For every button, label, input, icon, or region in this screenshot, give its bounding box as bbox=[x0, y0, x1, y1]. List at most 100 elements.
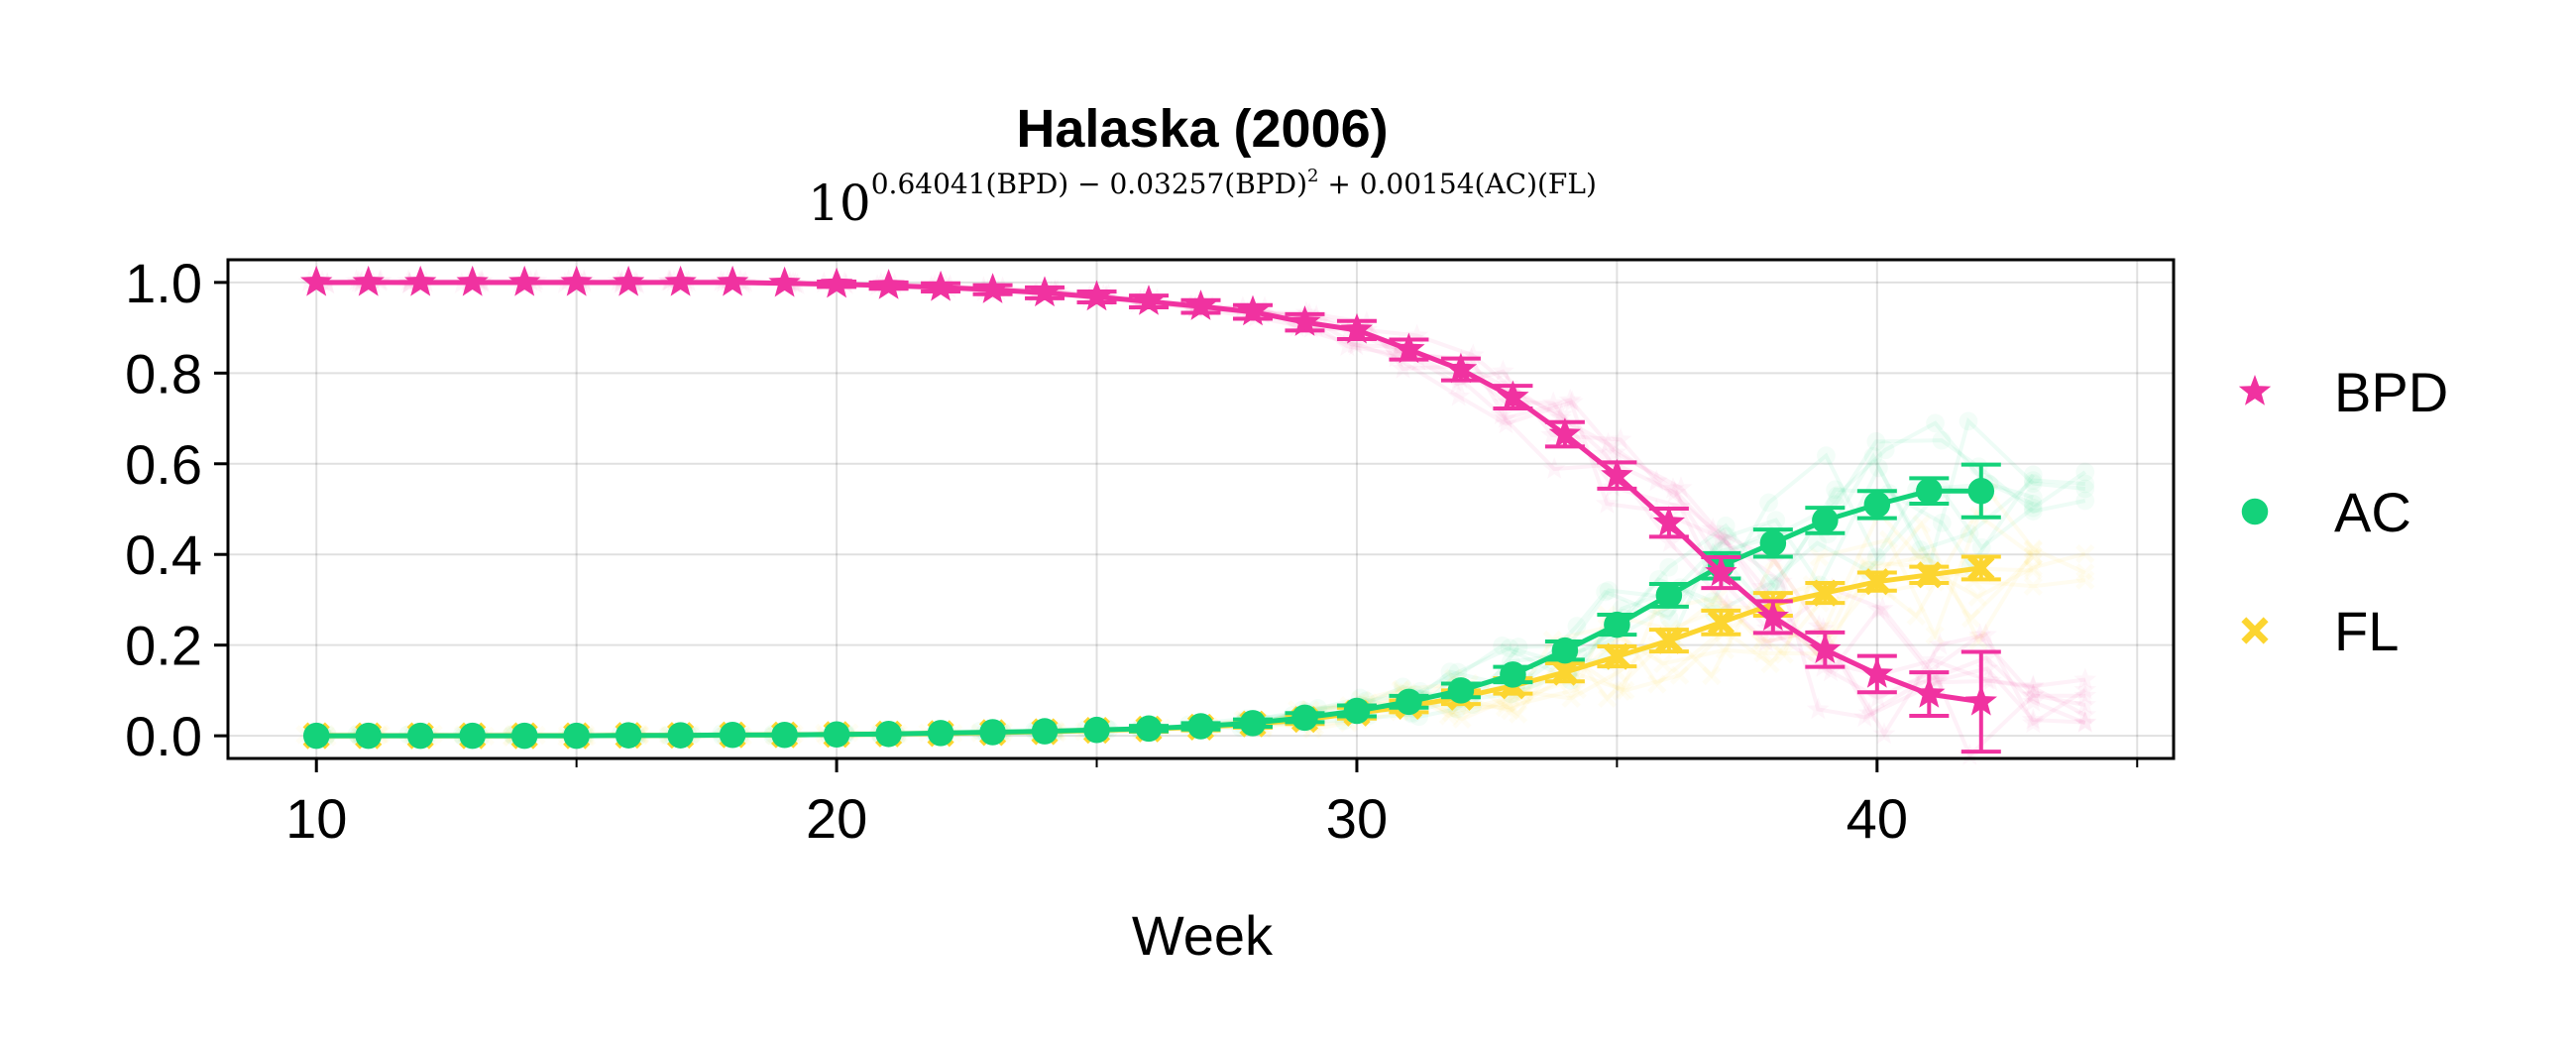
star-marker bbox=[1548, 417, 1582, 448]
star-marker bbox=[1756, 600, 1789, 632]
star-marker bbox=[456, 265, 489, 296]
y-tick-label: 0.0 bbox=[125, 705, 202, 767]
star-marker bbox=[404, 265, 437, 296]
x-marker bbox=[2075, 563, 2095, 583]
legend-label: FL bbox=[2334, 600, 2399, 662]
circle-marker bbox=[1766, 511, 1786, 529]
circle-marker bbox=[615, 722, 642, 749]
star-marker bbox=[1495, 411, 1517, 434]
x-marker bbox=[1603, 642, 1630, 670]
x-marker bbox=[1760, 654, 1780, 674]
star-marker bbox=[1542, 457, 1566, 479]
star-marker bbox=[508, 265, 541, 296]
star-marker bbox=[1974, 645, 1998, 668]
star-marker bbox=[2021, 683, 2045, 705]
star-marker bbox=[2021, 708, 2045, 730]
circle-marker bbox=[2023, 474, 2043, 493]
circle-marker bbox=[1911, 540, 1931, 559]
x-marker bbox=[1707, 609, 1735, 637]
star-marker bbox=[2073, 693, 2097, 715]
star-marker bbox=[1928, 633, 1952, 655]
star-marker bbox=[2021, 689, 2045, 712]
star-marker bbox=[1669, 476, 1693, 498]
star-marker bbox=[2073, 677, 2097, 700]
series bbox=[300, 265, 2001, 754]
circle-marker bbox=[1863, 491, 1891, 519]
star-marker bbox=[1860, 656, 1893, 688]
star-marker bbox=[1959, 744, 1981, 765]
star-marker bbox=[1446, 372, 1469, 394]
y-tick-label: 0.2 bbox=[125, 615, 202, 677]
circle-marker bbox=[1447, 677, 1475, 704]
star-marker bbox=[1549, 403, 1573, 424]
formula-exponent-b: + 0.00154(AC)(FL) bbox=[1318, 168, 1596, 200]
circle-marker bbox=[2023, 495, 2043, 514]
star-marker bbox=[1343, 331, 1367, 354]
circle-marker bbox=[1959, 411, 1978, 431]
x-marker bbox=[1495, 698, 1515, 718]
star-marker bbox=[2021, 674, 2045, 696]
circle-marker bbox=[2023, 471, 2043, 490]
star-marker bbox=[717, 265, 749, 296]
circle-marker bbox=[1718, 526, 1737, 546]
x-tick-label: 10 bbox=[285, 787, 347, 850]
star-marker bbox=[1925, 668, 1948, 691]
x-marker bbox=[1774, 644, 1794, 664]
chart-subtitle-formula: 100.64041(BPD) − 0.03257(BPD)2 + 0.00154… bbox=[808, 166, 1597, 232]
x-marker bbox=[1598, 688, 1618, 708]
circle-marker bbox=[1187, 713, 1214, 740]
circle-marker bbox=[1967, 477, 1995, 505]
star-marker bbox=[1715, 593, 1738, 615]
star-marker bbox=[1925, 666, 1949, 688]
ghost-trace bbox=[327, 279, 2085, 701]
star-marker bbox=[2073, 703, 2097, 725]
circle-marker bbox=[1828, 486, 1847, 506]
x-tick-label: 30 bbox=[1326, 787, 1388, 850]
x-marker bbox=[1879, 529, 1899, 549]
star-marker bbox=[768, 266, 801, 297]
x-marker bbox=[1925, 626, 1945, 645]
star-marker bbox=[1661, 477, 1685, 499]
star-marker bbox=[664, 265, 697, 296]
x-marker bbox=[1551, 658, 1579, 686]
circle-marker bbox=[1500, 638, 1519, 658]
circle-marker bbox=[1500, 661, 1526, 688]
x-marker bbox=[2023, 560, 2043, 581]
circle-marker bbox=[1239, 710, 1267, 737]
circle-marker bbox=[823, 721, 850, 749]
x-tick-label: 40 bbox=[1847, 787, 1908, 850]
x-marker bbox=[1912, 515, 1932, 534]
circle-marker bbox=[2075, 474, 2095, 494]
star-marker bbox=[1490, 403, 1513, 425]
star-marker bbox=[1340, 312, 1374, 344]
star-marker bbox=[1604, 440, 1627, 463]
star-marker bbox=[1763, 548, 1786, 571]
x-marker bbox=[1863, 568, 1891, 596]
circle-marker bbox=[1440, 662, 1460, 682]
circle-marker bbox=[1596, 582, 1615, 602]
circle-marker bbox=[1968, 457, 1988, 477]
star-marker bbox=[1558, 388, 1582, 410]
x-marker bbox=[2023, 576, 2043, 596]
star-marker bbox=[1132, 285, 1166, 315]
star-marker bbox=[1593, 441, 1617, 464]
x-marker bbox=[1753, 643, 1773, 663]
star-marker bbox=[1447, 384, 1471, 406]
star-marker bbox=[2021, 675, 2045, 698]
x-marker bbox=[1670, 665, 1690, 685]
circle-marker bbox=[2023, 488, 2043, 508]
circle-marker bbox=[2023, 465, 2043, 485]
x-marker bbox=[1961, 609, 1981, 629]
x-marker bbox=[1907, 545, 1927, 565]
x-marker bbox=[1715, 640, 1735, 660]
star-marker bbox=[1652, 506, 1685, 536]
circle-marker bbox=[1932, 514, 1952, 532]
star-marker bbox=[1663, 480, 1687, 503]
circle-marker bbox=[2075, 479, 2095, 499]
star-marker bbox=[1658, 530, 1682, 552]
circle-marker bbox=[1493, 637, 1512, 655]
circle-marker bbox=[1083, 716, 1110, 744]
y-tick-label: 1.0 bbox=[125, 252, 202, 314]
x-marker bbox=[1655, 627, 1683, 654]
star-marker bbox=[1597, 431, 1620, 454]
